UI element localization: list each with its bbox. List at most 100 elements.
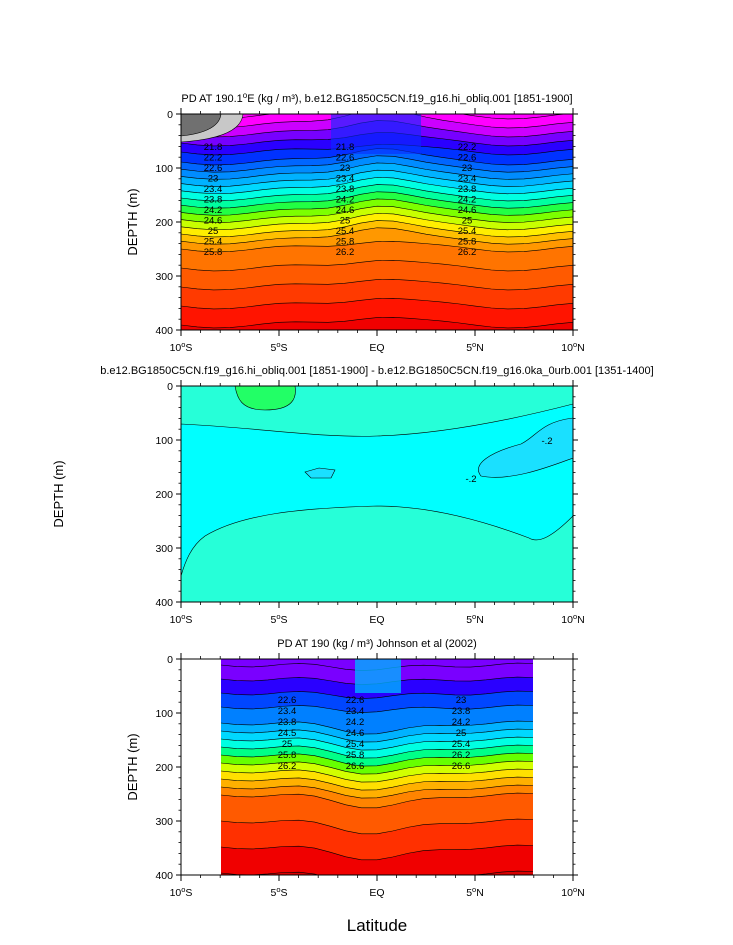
panel2-contour-label: -.2	[541, 436, 552, 447]
panel3-contour-line	[221, 897, 533, 912]
panel1-contour-label: 23	[208, 174, 219, 185]
panel1-contour-label: 24.2	[336, 195, 355, 206]
panel1-contour-label: 21.8	[204, 142, 223, 153]
panel3-contour-label: 23.8	[452, 706, 471, 717]
panel1-contour-label: 26.2	[458, 247, 477, 258]
panel3-contour-label: 24.2	[452, 717, 471, 728]
y-tick-label: 200	[155, 217, 173, 229]
panel1-contour-label: 22.6	[204, 163, 223, 174]
panel1-contour-label: 22.2	[458, 142, 477, 153]
panel3-contour-label: 25.4	[452, 739, 471, 750]
x-tick-label: 10oS	[170, 885, 193, 899]
panel1-contour-line	[181, 198, 573, 216]
panel3-title: PD AT 190 (kg / m³) Johnson et al (2002)	[277, 638, 477, 650]
panel1-contour-label: 23.4	[336, 174, 355, 185]
panel1-contour-line	[181, 227, 573, 245]
y-tick-label: 0	[167, 109, 173, 121]
panel1-contour-line	[181, 169, 573, 187]
panel1-contour-label: 24.6	[204, 216, 223, 227]
panel3-contour-line	[220, 690, 534, 699]
panel3-contour-band	[221, 871, 533, 875]
panel1-contour-label: 25	[208, 226, 219, 237]
panel1-contour-label: 24.6	[336, 205, 355, 216]
panel3-contour-label: 25.8	[278, 750, 297, 761]
y-tick-label: 200	[155, 762, 173, 774]
panel2-title: b.e12.BG1850C5CN.f19_g16.hi_obliq.001 [1…	[100, 365, 653, 377]
y-tick-label: 100	[155, 708, 173, 720]
panel3-contour-label: 26.2	[452, 750, 471, 761]
panel1-contour-line	[181, 114, 570, 120]
panel1-contour-label: 22.2	[204, 153, 223, 164]
panel2-ylabel: DEPTH (m)	[51, 460, 66, 527]
panel1-contour-label: 23.8	[204, 195, 223, 206]
panel3-contour-label: 22.6	[346, 695, 365, 706]
panel1-contour-band	[181, 317, 573, 330]
panel1-contour-label: 23.8	[458, 184, 477, 195]
panel1-contour-label: 24.6	[458, 205, 477, 216]
panel1-contour-label: 21.8	[336, 142, 355, 153]
panel1-contour-label: 23	[340, 163, 351, 174]
panel3-contour-label: 23.4	[346, 706, 365, 717]
panel1-contour-label: 26.2	[336, 247, 355, 258]
panel1-contour-line	[181, 205, 573, 223]
panel1-contour-label: 25	[462, 216, 473, 227]
panel3-contour-line	[220, 760, 534, 775]
panel1-contour-line	[181, 259, 573, 272]
panel3-contour-label: 23.8	[278, 717, 297, 728]
y-tick-label: 100	[155, 435, 173, 447]
panel3-contour-label: 26.6	[346, 761, 365, 772]
panel1-contour-label: 22.6	[458, 153, 477, 164]
panel1-contour-label: 22.6	[336, 153, 355, 164]
panel3-ylabel: DEPTH (m)	[125, 733, 140, 800]
y-tick-label: 100	[155, 163, 173, 175]
panel1-contour-label: 23.4	[204, 184, 223, 195]
panel1-contour-label: 23	[462, 163, 473, 174]
panel3-equatorial-upwelling	[355, 659, 401, 693]
y-tick-label: 300	[155, 543, 173, 555]
x-tick-label: 5oS	[270, 340, 287, 354]
y-tick-label: 0	[167, 654, 173, 666]
x-tick-label: EQ	[369, 887, 384, 899]
panel3-contour-label: 25.4	[346, 739, 365, 750]
panel1-contour-label: 25.4	[204, 237, 223, 248]
x-tick-label: 10oS	[170, 612, 193, 626]
panel2-contour-band	[234, 386, 296, 411]
x-tick-label: 5oS	[270, 885, 287, 899]
panel1-contour-label: 24.2	[204, 205, 223, 216]
panel2-axes	[176, 380, 578, 608]
panel1-contour-label: 23.8	[336, 184, 355, 195]
panel1-contour-label: 25.4	[458, 226, 477, 237]
panel3-contour-label: 25	[282, 739, 293, 750]
panel1-contour-line	[181, 184, 573, 202]
panel1-contour-line	[181, 278, 573, 291]
panel2-contour-label: -.2	[465, 474, 476, 485]
panel3-axes	[176, 653, 578, 881]
panel3-contour-label: 22.6	[278, 695, 297, 706]
panel2-contour-band	[304, 467, 336, 479]
panel3-contour-line	[220, 818, 534, 835]
panel3-contour-line	[220, 870, 534, 875]
y-tick-label: 300	[155, 271, 173, 283]
panel1-contour-line	[181, 240, 573, 253]
x-tick-label: 10oN	[561, 612, 584, 626]
panel3-contour-label: 24.6	[346, 728, 365, 739]
panel1-contour-line	[181, 213, 573, 231]
panel1-contour-line	[181, 220, 573, 238]
x-tick-label: 10oS	[170, 340, 193, 354]
panel1-axes	[176, 108, 578, 336]
panel2-contour-band	[181, 403, 573, 577]
x-tick-label: EQ	[369, 614, 384, 626]
panel1-contour-label: 25.8	[204, 247, 223, 258]
panel3-contour-label: 25.8	[346, 750, 365, 761]
panel3-contour-label: 23.4	[278, 706, 297, 717]
panel3-contour-label: 24.5	[278, 728, 297, 739]
x-tick-label: 5oS	[270, 612, 287, 626]
panel3-contour-line	[220, 704, 534, 713]
panel3-contour-line	[220, 784, 534, 799]
panel3-contour-label: 25	[456, 728, 467, 739]
x-tick-label: 5oN	[466, 612, 484, 626]
panel1-contour-line	[181, 155, 573, 173]
panel3-contour-line	[220, 728, 534, 743]
panel3-contour-label: 24.2	[346, 717, 365, 728]
panel1-contour-line	[181, 114, 573, 129]
